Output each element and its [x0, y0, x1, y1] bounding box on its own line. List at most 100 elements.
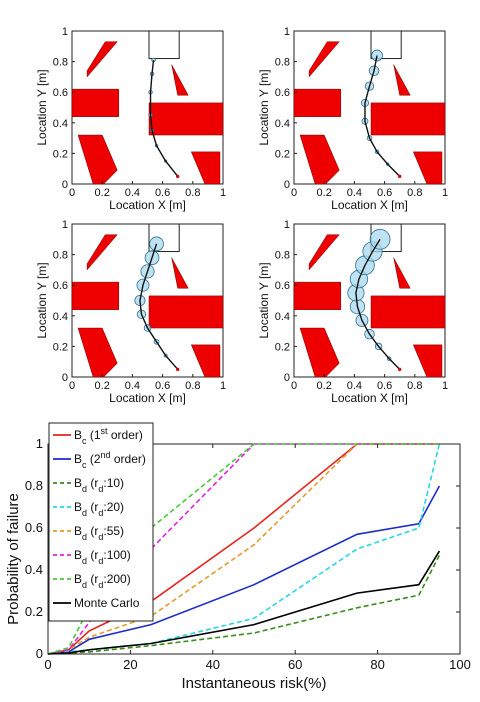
legend-entry: Monte Carlo — [74, 596, 140, 610]
legend-entry: Bd (rd:20) — [74, 500, 124, 518]
x-tick-label: 0.2 — [95, 187, 110, 199]
y-tick-label: 1 — [36, 436, 43, 451]
obstacle-1 — [308, 234, 340, 271]
x-tick-label: 20 — [123, 657, 137, 672]
y-axis-label: Location Y [m] — [35, 69, 49, 145]
start-point — [176, 367, 180, 371]
obstacle-2 — [393, 257, 411, 289]
y-tick-label: 0.8 — [53, 250, 68, 262]
x-tick-label: 0.8 — [407, 187, 422, 199]
legend-entry: Bc (2nd order) — [74, 450, 146, 470]
legend-entry: Bc (1st order) — [74, 426, 143, 446]
x-tick-label: 0.6 — [155, 187, 170, 199]
obstacle-6 — [190, 344, 221, 378]
y-tick-label: 0.2 — [53, 148, 68, 160]
series-line-4 — [47, 443, 441, 655]
x-tick-label: 0 — [69, 380, 75, 392]
legend-entry: Bd (rd:10) — [74, 476, 124, 494]
legend-box — [48, 422, 154, 622]
uncertainty-circle — [369, 228, 391, 250]
obstacle-4 — [370, 102, 446, 136]
y-tick-label: 1 — [284, 26, 290, 38]
x-tick-label: 0.6 — [155, 380, 170, 392]
x-tick-label: 1 — [220, 187, 226, 199]
x-tick-label: 1 — [442, 380, 448, 392]
obstacle-1 — [86, 234, 118, 271]
y-axis-label: Location Y [m] — [35, 262, 49, 338]
y-tick-label: 0 — [284, 372, 290, 384]
x-tick-label: 0.6 — [377, 187, 392, 199]
obstacle-2 — [393, 64, 411, 96]
x-axis-label: Location X [m] — [109, 198, 186, 212]
legend-entry: Bd (rd:55) — [74, 524, 124, 542]
x-axis-label: Location X [m] — [331, 391, 408, 405]
obstacle-2 — [171, 257, 189, 289]
y-tick-label: 0.4 — [53, 118, 68, 130]
legend-entry: Bd (rd:100) — [74, 548, 131, 566]
risk-plot: 0 20 40 60 80 100 0 0.2 0.4 0.6 0.8 1 Instantaneous … — [5, 422, 471, 692]
obstacle-3 — [293, 281, 342, 310]
goal-region — [370, 30, 402, 60]
x-tick-label: 60 — [288, 657, 302, 672]
obstacle-6 — [412, 151, 443, 185]
y-tick-label: 0.8 — [275, 250, 290, 262]
y-axis-label: Location Y [m] — [257, 262, 271, 338]
y-tick-label: 0.4 — [275, 118, 290, 130]
y-tick-label: 0.4 — [53, 311, 68, 323]
series-line-5 — [47, 443, 440, 655]
start-point — [398, 174, 402, 178]
obstacle-5 — [299, 134, 340, 185]
x-tick-label: 0 — [44, 657, 51, 672]
y-tick-label: 0 — [62, 372, 68, 384]
trajectory-line — [364, 55, 401, 177]
obstacle-1 — [308, 41, 340, 78]
x-axis-label: Instantaneous risk(%) — [181, 675, 326, 692]
start-point — [176, 174, 180, 178]
x-tick-label: 80 — [370, 657, 384, 672]
y-axis-label: Probability of failure — [5, 493, 22, 625]
y-tick-label: 1 — [62, 26, 68, 38]
x-axis-label: Location X [m] — [109, 391, 186, 405]
x-tick-label: 0 — [69, 187, 75, 199]
obstacle-6 — [190, 151, 221, 185]
goal-region — [148, 223, 180, 253]
obstacle-5 — [77, 327, 118, 378]
series-line-7 — [47, 443, 440, 655]
map-subplot-bottom-right: 0 0.2 0.4 0.6 0.8 1 0 0.2 0.4 0.6 0.8 1 Location X [… — [257, 219, 448, 405]
map-subplot-bottom-left: 0 0.2 0.4 0.6 0.8 1 0 0.2 0.4 0.6 0.8 1 Location X [… — [35, 219, 226, 405]
x-tick-label: 1 — [442, 187, 448, 199]
x-tick-label: 0.2 — [317, 380, 332, 392]
x-tick-label: 0.4 — [125, 187, 140, 199]
x-tick-label: 0.4 — [347, 380, 362, 392]
map-subplot-top-left: 0 0.2 0.4 0.6 0.8 1 0 0.2 0.4 0.6 0.8 1 Location X [… — [35, 26, 226, 212]
y-tick-label: 0.8 — [25, 478, 43, 493]
x-tick-label: 100 — [449, 657, 471, 672]
y-tick-label: 0.6 — [25, 520, 43, 535]
trajectory-line — [355, 238, 401, 370]
obstacle-3 — [293, 88, 342, 117]
y-tick-label: 0.4 — [25, 562, 43, 577]
series-line-6 — [47, 443, 440, 655]
obstacle-6 — [412, 344, 443, 378]
y-tick-label: 0 — [62, 179, 68, 191]
x-tick-label: 0.4 — [347, 187, 362, 199]
obstacle-3 — [71, 88, 120, 117]
obstacle-4 — [148, 102, 224, 136]
x-axis-label: Location X [m] — [331, 198, 408, 212]
y-tick-label: 0 — [36, 646, 43, 661]
y-tick-label: 0.4 — [275, 311, 290, 323]
y-axis-label: Location Y [m] — [257, 69, 271, 145]
x-tick-label: 0.4 — [125, 380, 140, 392]
x-tick-label: 40 — [206, 657, 220, 672]
y-tick-label: 0.2 — [275, 148, 290, 160]
start-point — [398, 367, 402, 371]
x-tick-label: 1 — [220, 380, 226, 392]
y-tick-label: 0.2 — [275, 341, 290, 353]
series-line-2 — [47, 485, 441, 655]
obstacle-4 — [370, 295, 446, 329]
y-tick-label: 0.6 — [275, 280, 290, 292]
obstacle-3 — [71, 281, 120, 310]
x-tick-label: 0 — [291, 187, 297, 199]
x-tick-label: 0.8 — [185, 380, 200, 392]
x-tick-label: 0.8 — [407, 380, 422, 392]
